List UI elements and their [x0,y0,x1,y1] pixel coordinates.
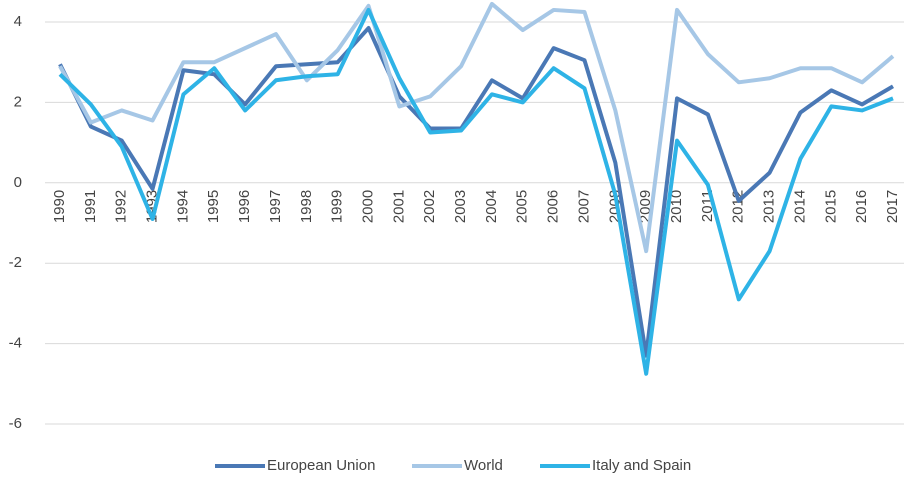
legend-label: Italy and Spain [592,457,691,474]
x-tick-label: 2004 [483,190,500,223]
x-tick-label: 1999 [329,190,346,223]
y-tick-label: -6 [9,415,22,432]
legend-label: World [464,457,503,474]
series-line [58,1,895,254]
x-tick-label: 2000 [359,190,376,223]
legend-label: European Union [267,457,375,474]
y-tick-label: -2 [9,254,22,271]
x-tick-label: 1991 [82,190,99,223]
x-tick-label: 2005 [514,190,531,223]
series-line [58,7,894,376]
x-tick-label: 2006 [545,190,562,223]
series-line [58,26,895,358]
x-tick-label: 2014 [791,190,808,223]
x-tick-label: 2007 [575,190,592,223]
x-tick-label: 2001 [390,190,407,223]
x-tick-label: 2017 [884,190,901,223]
x-tick-label: 1990 [51,190,68,223]
x-tick-label: 1992 [113,190,130,223]
x-tick-label: 2010 [668,190,685,223]
y-tick-label: 0 [14,174,22,191]
x-tick-label: 1996 [236,190,253,223]
x-tick-label: 2002 [421,190,438,223]
x-tick-label: 1995 [205,190,222,223]
x-tick-label: 2016 [853,190,870,223]
y-tick-label: 2 [14,93,22,110]
x-tick-label: 2013 [761,190,778,223]
x-tick-label: 1998 [298,190,315,223]
x-tick-label: 2015 [822,190,839,223]
y-tick-label: 4 [14,13,22,30]
x-tick-label: 2003 [452,190,469,223]
y-tick-label: -4 [9,335,22,352]
x-tick-label: 1994 [174,190,191,223]
x-tick-label: 1997 [267,190,284,223]
